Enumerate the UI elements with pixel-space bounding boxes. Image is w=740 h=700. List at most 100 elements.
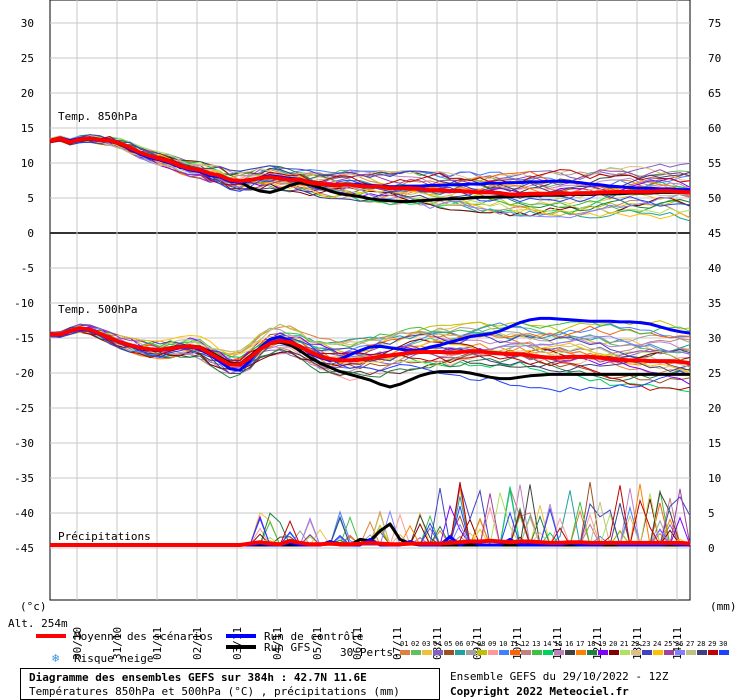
mean-series-line	[50, 538, 691, 547]
grid	[49, 0, 691, 601]
footer-title-box: Diagramme des ensembles GEFS sur 384h : …	[20, 668, 440, 700]
pert-number: 09	[488, 640, 496, 648]
altitude-label: Alt. 254m	[8, 617, 68, 630]
right-tick-label: 40	[708, 262, 721, 275]
pert-number: 08	[477, 640, 485, 648]
ensemble-run-info: Ensemble GEFS du 29/10/2022 - 12Z	[450, 670, 669, 683]
pert-number: 16	[565, 640, 573, 648]
pert-swatch	[488, 650, 498, 655]
right-tick-label: 20	[708, 402, 721, 415]
right-tick-label: 25	[708, 367, 721, 380]
pert-swatch	[521, 650, 531, 655]
pert-swatch	[411, 650, 421, 655]
right-tick-label: 0	[708, 542, 715, 555]
right-tick-label: 30	[708, 332, 721, 345]
axis-labels: 302520151050-5-10-15-20-25-30-35-40-4575…	[8, 17, 737, 660]
pert-swatch	[631, 650, 641, 655]
right-tick-label: 5	[708, 507, 715, 520]
pert-number: 05	[444, 640, 452, 648]
right-tick-label: 35	[708, 297, 721, 310]
pert-number: 06	[455, 640, 463, 648]
pert-swatch	[532, 650, 542, 655]
left-tick-label: 15	[21, 122, 34, 135]
left-tick-label: 20	[21, 87, 34, 100]
legend-snow-label: Risque neige	[74, 652, 153, 665]
pert-swatch	[598, 650, 608, 655]
right-tick-label: 55	[708, 157, 721, 170]
pert-swatch	[708, 650, 718, 655]
right-unit-label: (mm)	[710, 600, 737, 613]
ensemble-member-line	[49, 134, 691, 214]
pert-swatch	[543, 650, 553, 655]
x-tick-label: 30/10	[71, 627, 84, 660]
pert-number: 22	[631, 640, 639, 648]
left-tick-label: -35	[14, 472, 34, 485]
pert-number: 10	[499, 640, 507, 648]
legend-mean-label: Moyenne des scénarios	[74, 630, 213, 643]
x-tick-label: 31/10	[111, 627, 124, 660]
right-tick-label: 75	[708, 17, 721, 30]
left-tick-label: 30	[21, 17, 34, 30]
pert-swatch	[455, 650, 465, 655]
x-tick-label: 02/11	[191, 627, 204, 660]
ensemble-member-line	[49, 330, 691, 393]
left-tick-label: -40	[14, 507, 34, 520]
legend-perts-label: 30 Perts.	[340, 646, 400, 659]
left-tick-label: -20	[14, 367, 34, 380]
pert-number: 25	[664, 640, 672, 648]
pert-number: 14	[543, 640, 551, 648]
right-tick-label: 70	[708, 52, 721, 65]
pert-number: 13	[532, 640, 540, 648]
x-tick-label: 05/11	[311, 627, 324, 660]
legend-control-label: Run de contrôle	[264, 630, 363, 643]
left-tick-label: 25	[21, 52, 34, 65]
pert-number: 03	[422, 640, 430, 648]
pert-number: 12	[521, 640, 529, 648]
pert-number: 30	[719, 640, 727, 648]
pert-swatch	[400, 650, 410, 655]
right-tick-label: 60	[708, 122, 721, 135]
pert-number: 07	[466, 640, 474, 648]
left-tick-label: -10	[14, 297, 34, 310]
left-tick-label: -30	[14, 437, 34, 450]
pert-swatch	[609, 650, 619, 655]
mean-series-line	[49, 136, 691, 197]
ensemble-member-line	[49, 138, 691, 198]
pert-swatch	[433, 650, 443, 655]
right-tick-label: 50	[708, 192, 721, 205]
pert-number: 26	[675, 640, 683, 648]
pert-number: 27	[686, 640, 694, 648]
pert-number: 01	[400, 640, 408, 648]
pert-swatch	[653, 650, 663, 655]
mean-series-line	[50, 326, 691, 367]
pert-swatch	[719, 650, 729, 655]
chart-title: Diagramme des ensembles GEFS sur 384h : …	[29, 671, 367, 684]
left-unit-label: (°c)	[20, 600, 47, 613]
x-tick-label: 03/11	[231, 627, 244, 660]
right-tick-label: 45	[708, 227, 721, 240]
copyright: Copyright 2022 Meteociel.fr	[450, 685, 629, 698]
panel-title: Temp. 500hPa	[58, 303, 137, 316]
pert-number: 23	[642, 640, 650, 648]
main-series	[49, 136, 691, 547]
ensemble-member-line	[49, 136, 691, 191]
left-tick-label: -5	[21, 262, 34, 275]
pert-swatch	[477, 650, 487, 655]
pert-swatch	[664, 650, 674, 655]
pert-number: 21	[620, 640, 628, 648]
pert-number: 28	[697, 640, 705, 648]
left-tick-label: 0	[27, 227, 34, 240]
pert-swatch	[554, 650, 564, 655]
x-tick-label: 01/11	[151, 627, 164, 660]
pert-number: 15	[554, 640, 562, 648]
pert-swatch	[620, 650, 630, 655]
pert-number: 04	[433, 640, 441, 648]
pert-swatch	[576, 650, 586, 655]
x-tick-label: 04/11	[271, 627, 284, 660]
pert-swatch	[642, 650, 652, 655]
pert-swatch	[510, 650, 520, 655]
right-tick-label: 15	[708, 437, 721, 450]
pert-number: 20	[609, 640, 617, 648]
snowflake-icon: ❄	[52, 651, 59, 665]
